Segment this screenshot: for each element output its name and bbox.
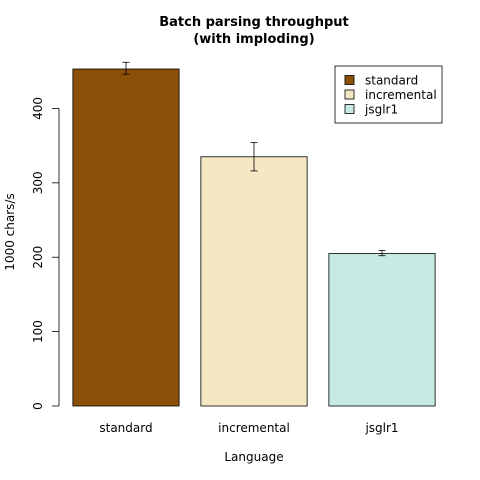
y-tick-label-200: 200 <box>31 246 45 269</box>
legend-swatch-jsglr1 <box>344 104 355 114</box>
chart-title-line2: (with imploding) <box>193 32 314 47</box>
legend-swatch-standard <box>344 75 355 85</box>
error-bars-group <box>122 61 386 257</box>
legend-label-standard: standard <box>365 74 418 88</box>
legend-label-incremental: incremental <box>365 88 437 102</box>
legend-swatch-incremental <box>344 89 355 100</box>
x-tick-label-incremental: incremental <box>218 421 290 435</box>
x-axis-label: Language <box>224 450 283 464</box>
bar-jsglr1 <box>328 253 436 407</box>
y-tick-label-400: 400 <box>31 97 45 120</box>
bar-standard <box>72 68 180 407</box>
x-tick-label-standard: standard <box>99 421 152 435</box>
x-axis-ticks: standard incremental jsglr1 <box>99 421 398 435</box>
y-axis-label: 1000 chars/s <box>3 193 17 270</box>
y-tick-label-300: 300 <box>31 171 45 194</box>
legend-label-jsglr1: jsglr1 <box>364 103 398 117</box>
y-tick-label-100: 100 <box>31 320 45 343</box>
x-tick-label-jsglr1: jsglr1 <box>364 421 398 435</box>
chart-title-line1: Batch parsing throughput <box>159 15 349 30</box>
y-tick-label-0: 0 <box>31 402 45 410</box>
y-axis: 0 100 200 300 400 <box>31 97 60 410</box>
bar-incremental <box>200 156 308 407</box>
